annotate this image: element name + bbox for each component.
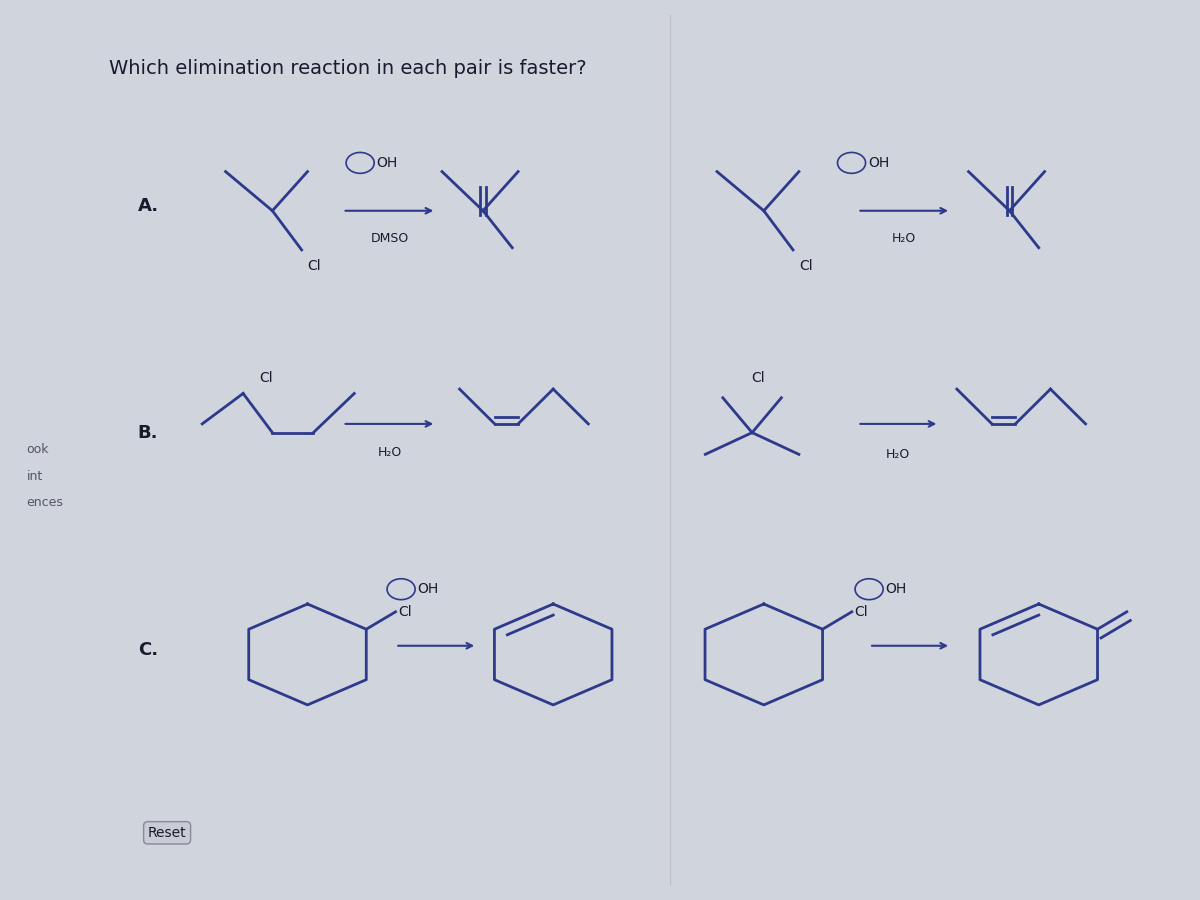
Text: Cl: Cl [854, 605, 868, 619]
Text: OH: OH [418, 582, 439, 596]
Text: B.: B. [138, 424, 158, 442]
Text: H₂O: H₂O [892, 232, 917, 246]
Text: C.: C. [138, 641, 158, 659]
Text: OH: OH [868, 156, 889, 170]
Text: A.: A. [138, 197, 158, 215]
Text: Reset: Reset [148, 826, 186, 840]
Text: Cl: Cl [259, 371, 274, 384]
Text: H₂O: H₂O [887, 448, 911, 462]
Text: Cl: Cl [751, 371, 764, 384]
Text: Cl: Cl [398, 605, 412, 619]
Text: Which elimination reaction in each pair is faster?: Which elimination reaction in each pair … [109, 58, 587, 77]
Text: DMSO: DMSO [371, 232, 408, 246]
Text: Cl: Cl [799, 258, 812, 273]
Text: OH: OH [377, 156, 397, 170]
Text: int: int [26, 470, 43, 482]
Text: ences: ences [26, 496, 64, 508]
Text: ook: ook [26, 444, 49, 456]
Text: H₂O: H₂O [377, 446, 402, 459]
Text: Cl: Cl [307, 258, 322, 273]
Text: OH: OH [886, 582, 907, 596]
